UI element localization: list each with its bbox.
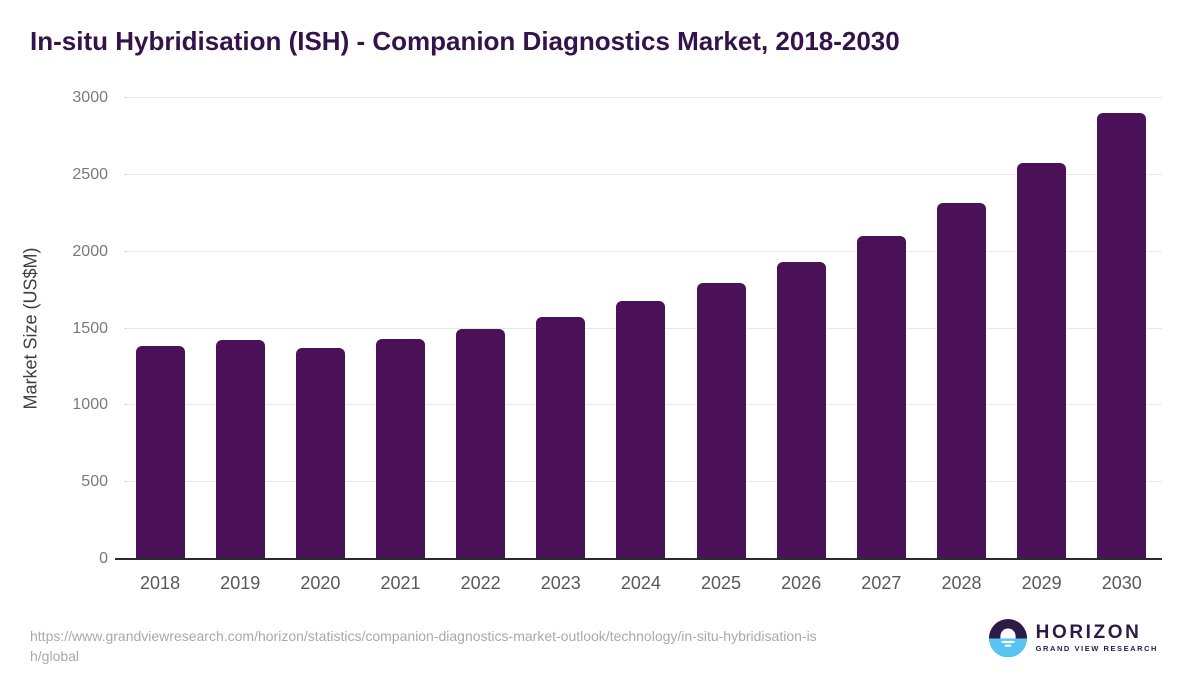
x-tick-label: 2023 — [540, 573, 581, 593]
bar-col-2018: 2018 — [135, 98, 185, 593]
x-axis-line — [115, 558, 1162, 560]
bar-col-2020: 2020 — [295, 98, 345, 593]
gridline — [126, 173, 1162, 175]
y-tick-label: 1000 — [72, 396, 108, 414]
plot-area: 2018 2019 2020 2021 2022 2023 2024 2025 2026 2027… — [115, 97, 1162, 593]
bar-col-2023: 2023 — [536, 98, 586, 593]
bars: 2018 2019 2020 2021 2022 2023 2024 2025 2026 2027… — [120, 98, 1162, 593]
bar-col-2030: 2030 — [1097, 98, 1147, 593]
bar-2020 — [295, 347, 345, 559]
bar-col-2026: 2026 — [776, 98, 826, 593]
y-tick-label: 500 — [81, 473, 108, 491]
bar-col-2028: 2028 — [936, 98, 986, 593]
bar-2030 — [1097, 112, 1147, 559]
x-tick-label: 2029 — [1021, 573, 1062, 593]
x-tick-label: 2019 — [220, 573, 261, 593]
x-tick-label: 2030 — [1101, 573, 1142, 593]
bar-2026 — [776, 261, 826, 559]
source-url-line2: h/global — [30, 648, 80, 664]
bar-2023 — [536, 316, 586, 559]
source-url: https://www.grandviewresearch.com/horizo… — [30, 626, 980, 666]
chart-title: In-situ Hybridisation (ISH) - Companion … — [30, 26, 900, 56]
x-tick-label: 2028 — [941, 573, 982, 593]
brand-name: HORIZON — [1035, 622, 1142, 643]
x-tick-label: 2020 — [300, 573, 341, 593]
bar-col-2029: 2029 — [1017, 98, 1067, 593]
bar-2018 — [135, 346, 185, 559]
bar-2024 — [616, 300, 666, 559]
y-axis-ticks: 0 500 1000 1500 2000 2500 3000 — [0, 89, 108, 567]
x-tick-label: 2024 — [620, 573, 661, 593]
bar-2021 — [375, 339, 425, 559]
source-url-line1: https://www.grandviewresearch.com/horizo… — [30, 628, 817, 644]
brand-text: HORIZON GRAND VIEW RESEARCH — [1036, 623, 1158, 653]
brand-subtitle: GRAND VIEW RESEARCH — [1035, 644, 1158, 653]
horizon-logo-icon — [988, 619, 1027, 657]
x-tick-label: 2025 — [701, 573, 742, 593]
bar-col-2024: 2024 — [616, 98, 666, 593]
y-tick-label: 2500 — [72, 165, 108, 183]
y-tick-label: 3000 — [72, 89, 108, 106]
gridline — [126, 250, 1162, 252]
bar-2028 — [936, 203, 986, 559]
bar-col-2025: 2025 — [696, 98, 746, 593]
y-tick-label: 2000 — [72, 242, 108, 260]
bar-col-2027: 2027 — [856, 98, 906, 593]
bar-2029 — [1017, 163, 1067, 559]
bar-2019 — [215, 340, 265, 559]
x-tick-label: 2018 — [140, 573, 181, 593]
bar-2022 — [456, 329, 506, 559]
x-tick-label: 2022 — [460, 573, 501, 593]
bar-2025 — [696, 283, 746, 559]
y-tick-label: 0 — [99, 550, 108, 567]
bar-2027 — [856, 235, 906, 559]
gridline — [126, 97, 1162, 98]
bar-col-2019: 2019 — [215, 98, 265, 593]
x-tick-label: 2027 — [861, 573, 902, 593]
x-tick-label: 2021 — [380, 573, 421, 593]
bar-col-2021: 2021 — [375, 98, 425, 593]
y-tick-label: 1500 — [72, 319, 108, 337]
bar-col-2022: 2022 — [456, 98, 506, 593]
x-tick-label: 2026 — [781, 573, 822, 593]
brand-logo: HORIZON GRAND VIEW RESEARCH — [988, 619, 1158, 657]
